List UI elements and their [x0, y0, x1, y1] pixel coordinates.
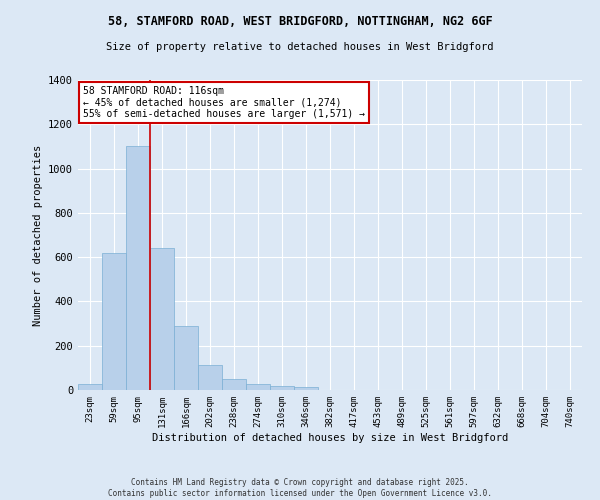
Bar	[294, 386, 318, 390]
Y-axis label: Number of detached properties: Number of detached properties	[32, 144, 43, 326]
Bar	[270, 386, 294, 390]
Text: 58, STAMFORD ROAD, WEST BRIDGFORD, NOTTINGHAM, NG2 6GF: 58, STAMFORD ROAD, WEST BRIDGFORD, NOTTI…	[107, 15, 493, 28]
Bar	[78, 384, 102, 390]
Bar	[102, 252, 126, 390]
Text: Size of property relative to detached houses in West Bridgford: Size of property relative to detached ho…	[106, 42, 494, 52]
Bar	[126, 146, 150, 390]
Bar	[222, 379, 246, 390]
Bar	[246, 384, 270, 390]
Bar	[198, 364, 222, 390]
Text: Contains HM Land Registry data © Crown copyright and database right 2025.
Contai: Contains HM Land Registry data © Crown c…	[108, 478, 492, 498]
Bar	[174, 326, 198, 390]
Text: 58 STAMFORD ROAD: 116sqm
← 45% of detached houses are smaller (1,274)
55% of sem: 58 STAMFORD ROAD: 116sqm ← 45% of detach…	[83, 86, 365, 120]
Bar	[150, 248, 174, 390]
X-axis label: Distribution of detached houses by size in West Bridgford: Distribution of detached houses by size …	[152, 432, 508, 442]
